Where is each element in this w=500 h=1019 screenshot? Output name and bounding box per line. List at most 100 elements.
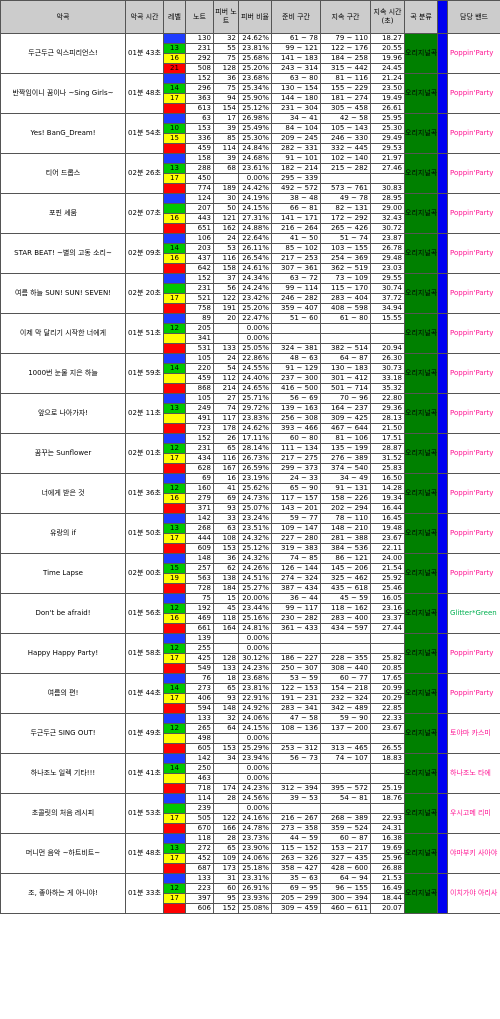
cell-value: 24.92% [238,703,272,714]
cell-value: 54 ~ 81 [320,793,371,804]
cell-value: 56 ~ 73 [271,753,321,764]
cell-value: 103 ~ 155 [320,243,371,254]
cell-value: 69 [213,493,239,504]
band-name: 우시고메 리미 [447,793,500,834]
cell-value: 613 [185,103,214,114]
cell-value: 361 ~ 433 [271,623,321,634]
difficulty-level [163,33,186,44]
cell-value: 246 ~ 282 [271,293,321,304]
cell-value: 23.16 [370,603,405,614]
song-title: 이제 막 달리기 시작한 너에게 [0,313,126,354]
band-name: Poppin'Party [447,233,500,274]
difficulty-level: 16 [163,213,186,224]
cell-value: 189 [213,183,239,194]
cell-value [320,333,371,344]
cell-value: 25.20% [238,63,272,74]
cell-value: 105 ~ 143 [320,123,371,134]
cell-value: 336 [185,133,214,144]
cell-value: 253 ~ 312 [271,743,321,754]
cell-value: 459 [185,373,214,384]
table-row: 14 273 65 23.81% 122 ~ 153 154 ~ 218 20.99 [1,683,500,694]
blue-marker [437,673,448,714]
cell-value: 425 [185,653,214,664]
cell-value: 93 [213,503,239,514]
song-title: 티어 드롭스 [0,153,126,194]
cell-value: 37.72 [370,293,405,304]
cell-value: 63 [185,113,214,124]
cell-value: 23.50 [370,83,405,94]
cell-value: 23.42% [238,293,272,304]
cell-value: 152 [213,903,239,914]
table-row: 초콜릿의 처음 레시피 01분 53초 114 28 24.56% 39 ~ 53 54 ~… [0,793,500,834]
difficulty-level [163,433,186,444]
cell-value: 434 ~ 597 [320,623,371,634]
cell-value: 20.94 [370,343,405,354]
cell-value: 395 ~ 572 [320,783,371,794]
table-row: 17 505 122 24.16% 216 ~ 267 268 ~ 389 22.93 [1,813,500,824]
cell-value: 148 [185,553,214,564]
cell-value: 341 [185,333,214,344]
blue-marker [437,633,448,674]
song-title: STAR BEAT! ~별의 고동 소리~ [0,233,126,274]
table-row: 16 279 69 24.73% 117 ~ 157 158 ~ 226 19.34 [1,493,500,504]
difficulty-level [163,343,186,354]
cell-value: 19.34 [370,493,405,504]
cell-value: 85 ~ 102 [271,243,321,254]
cell-value: 60 ~ 80 [271,433,321,444]
cell-value: 32 [213,713,239,724]
cell-value: 39 [213,153,239,164]
cell-value: 102 ~ 140 [320,153,371,164]
cell-value: 96 ~ 155 [320,883,371,894]
cell-value: 22.64% [238,233,272,244]
cell-value: 22.47% [238,313,272,324]
cell-value: 99 ~ 117 [271,603,321,614]
difficulty-level: 10 [163,123,186,134]
cell-value: 111 ~ 134 [271,443,321,454]
cell-value: 382 ~ 514 [320,343,371,354]
difficulty-level [163,503,186,514]
song-time: 01분 53초 [125,793,164,834]
cell-value: 263 ~ 326 [271,853,321,864]
cell-value: 24.81% [238,623,272,634]
cell-value: 24.24% [238,283,272,294]
cell-value: 283 ~ 341 [271,703,321,714]
cell-value: 24.45 [370,63,405,74]
table-row: 두근두근 익스피리언스! 01분 43초 130 32 24.62% 61 ~ 78 79 … [0,33,500,74]
cell-value: 758 [185,303,214,314]
band-name: Poppin'Party [447,633,500,674]
difficulty-level [163,713,186,724]
table-row: 조, 좋아하는 게 아니야! 01분 33초 133 31 23.31% 35 ~ 63 6… [0,873,500,914]
difficulty-level [163,593,186,604]
cell-value: 24.26% [238,563,272,574]
cell-value: 184 [213,583,239,594]
table-row: 너에게 받은 것 01분 36초 69 16 23.19% 24 ~ 33 34 ~ 49 1… [0,473,500,514]
cell-value: 23.68% [238,673,272,684]
cell-value: 687 [185,863,214,874]
song-title: 여름의 편! [0,673,126,714]
cell-value: 30.12% [238,653,272,664]
header-row: 악곡 악곡 시간 레벨 노트 피버 노트 피버 비율 준비 구간 지속 구간 지속 시간 (초)… [0,0,500,34]
genre-cell: 오리지널곡 [404,833,438,874]
difficulty-level: 16 [163,53,186,64]
cell-value: 232 ~ 324 [320,693,371,704]
cell-value: 49 ~ 78 [320,193,371,204]
cell-value: 296 [185,83,214,94]
cell-value: 22.85 [370,703,405,714]
difficulty-level [163,413,186,424]
cell-value [370,773,405,784]
cell-value: 86 ~ 121 [320,553,371,564]
song-title: Don't be afraid! [0,593,126,634]
table-row: 17 521 122 23.42% 246 ~ 282 283 ~ 404 37.72 [1,293,500,304]
difficulty-level: 14 [163,763,186,774]
cell-value: 24.62% [238,423,272,434]
cell-value: 24.68% [238,153,272,164]
cell-value: 19.49 [370,93,405,104]
genre-cell: 오리지널곡 [404,313,438,354]
cell-value: 54 [213,363,239,374]
band-name: Poppin'Party [447,473,500,514]
blue-marker [437,873,448,914]
column-header: 악곡 [0,0,126,34]
cell-value: 144 ~ 180 [271,93,321,104]
genre-cell: 오리지널곡 [404,673,438,714]
cell-value: 174 [213,783,239,794]
